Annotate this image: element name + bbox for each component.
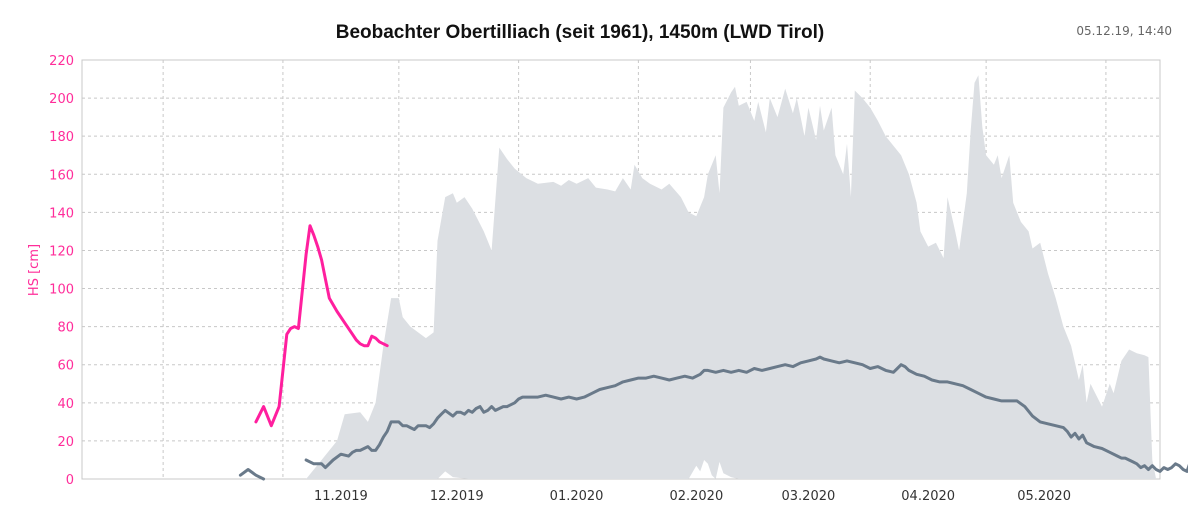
y-tick-label: 40 xyxy=(57,397,74,412)
chart-title: Beobachter Obertilliach (seit 1961), 145… xyxy=(335,22,825,43)
x-tick-label: 12.2019 xyxy=(430,489,484,504)
x-tick-label: 02.2020 xyxy=(669,489,723,504)
x-tick-label: 11.2019 xyxy=(314,489,368,504)
median-line xyxy=(304,355,1188,473)
envelope-band xyxy=(306,75,1157,479)
y-tick-label: 140 xyxy=(49,206,74,221)
y-tick-label: 160 xyxy=(49,168,74,183)
y-axis-ticks: 0 20 40 60 80 100 120 140 160 180 200 220 xyxy=(49,54,74,488)
y-tick-label: 180 xyxy=(49,130,74,145)
y-tick-label: 120 xyxy=(49,244,74,259)
y-axis-label: HS [cm] xyxy=(27,244,42,296)
y-tick-label: 0 xyxy=(66,473,74,488)
y-tick-label: 80 xyxy=(57,321,74,336)
x-tick-label: 05.2020 xyxy=(1017,489,1071,504)
y-tick-label: 60 xyxy=(57,359,74,374)
y-tick-label: 200 xyxy=(49,92,74,107)
median-line-early xyxy=(238,468,266,481)
x-axis-ticks: 11.2019 12.2019 01.2020 02.2020 03.2020 04.20… xyxy=(314,489,1071,504)
y-tick-label: 220 xyxy=(49,54,74,69)
series-lines xyxy=(238,224,1188,481)
current-season-line xyxy=(254,224,389,428)
x-tick-label: 04.2020 xyxy=(901,489,955,504)
y-tick-label: 100 xyxy=(49,283,74,298)
x-tick-label: 03.2020 xyxy=(782,489,836,504)
timestamp: 05.12.19, 14:40 xyxy=(1076,24,1172,38)
y-tick-label: 20 xyxy=(57,435,74,450)
envelope-area xyxy=(306,75,1157,479)
x-tick-label: 01.2020 xyxy=(550,489,604,504)
